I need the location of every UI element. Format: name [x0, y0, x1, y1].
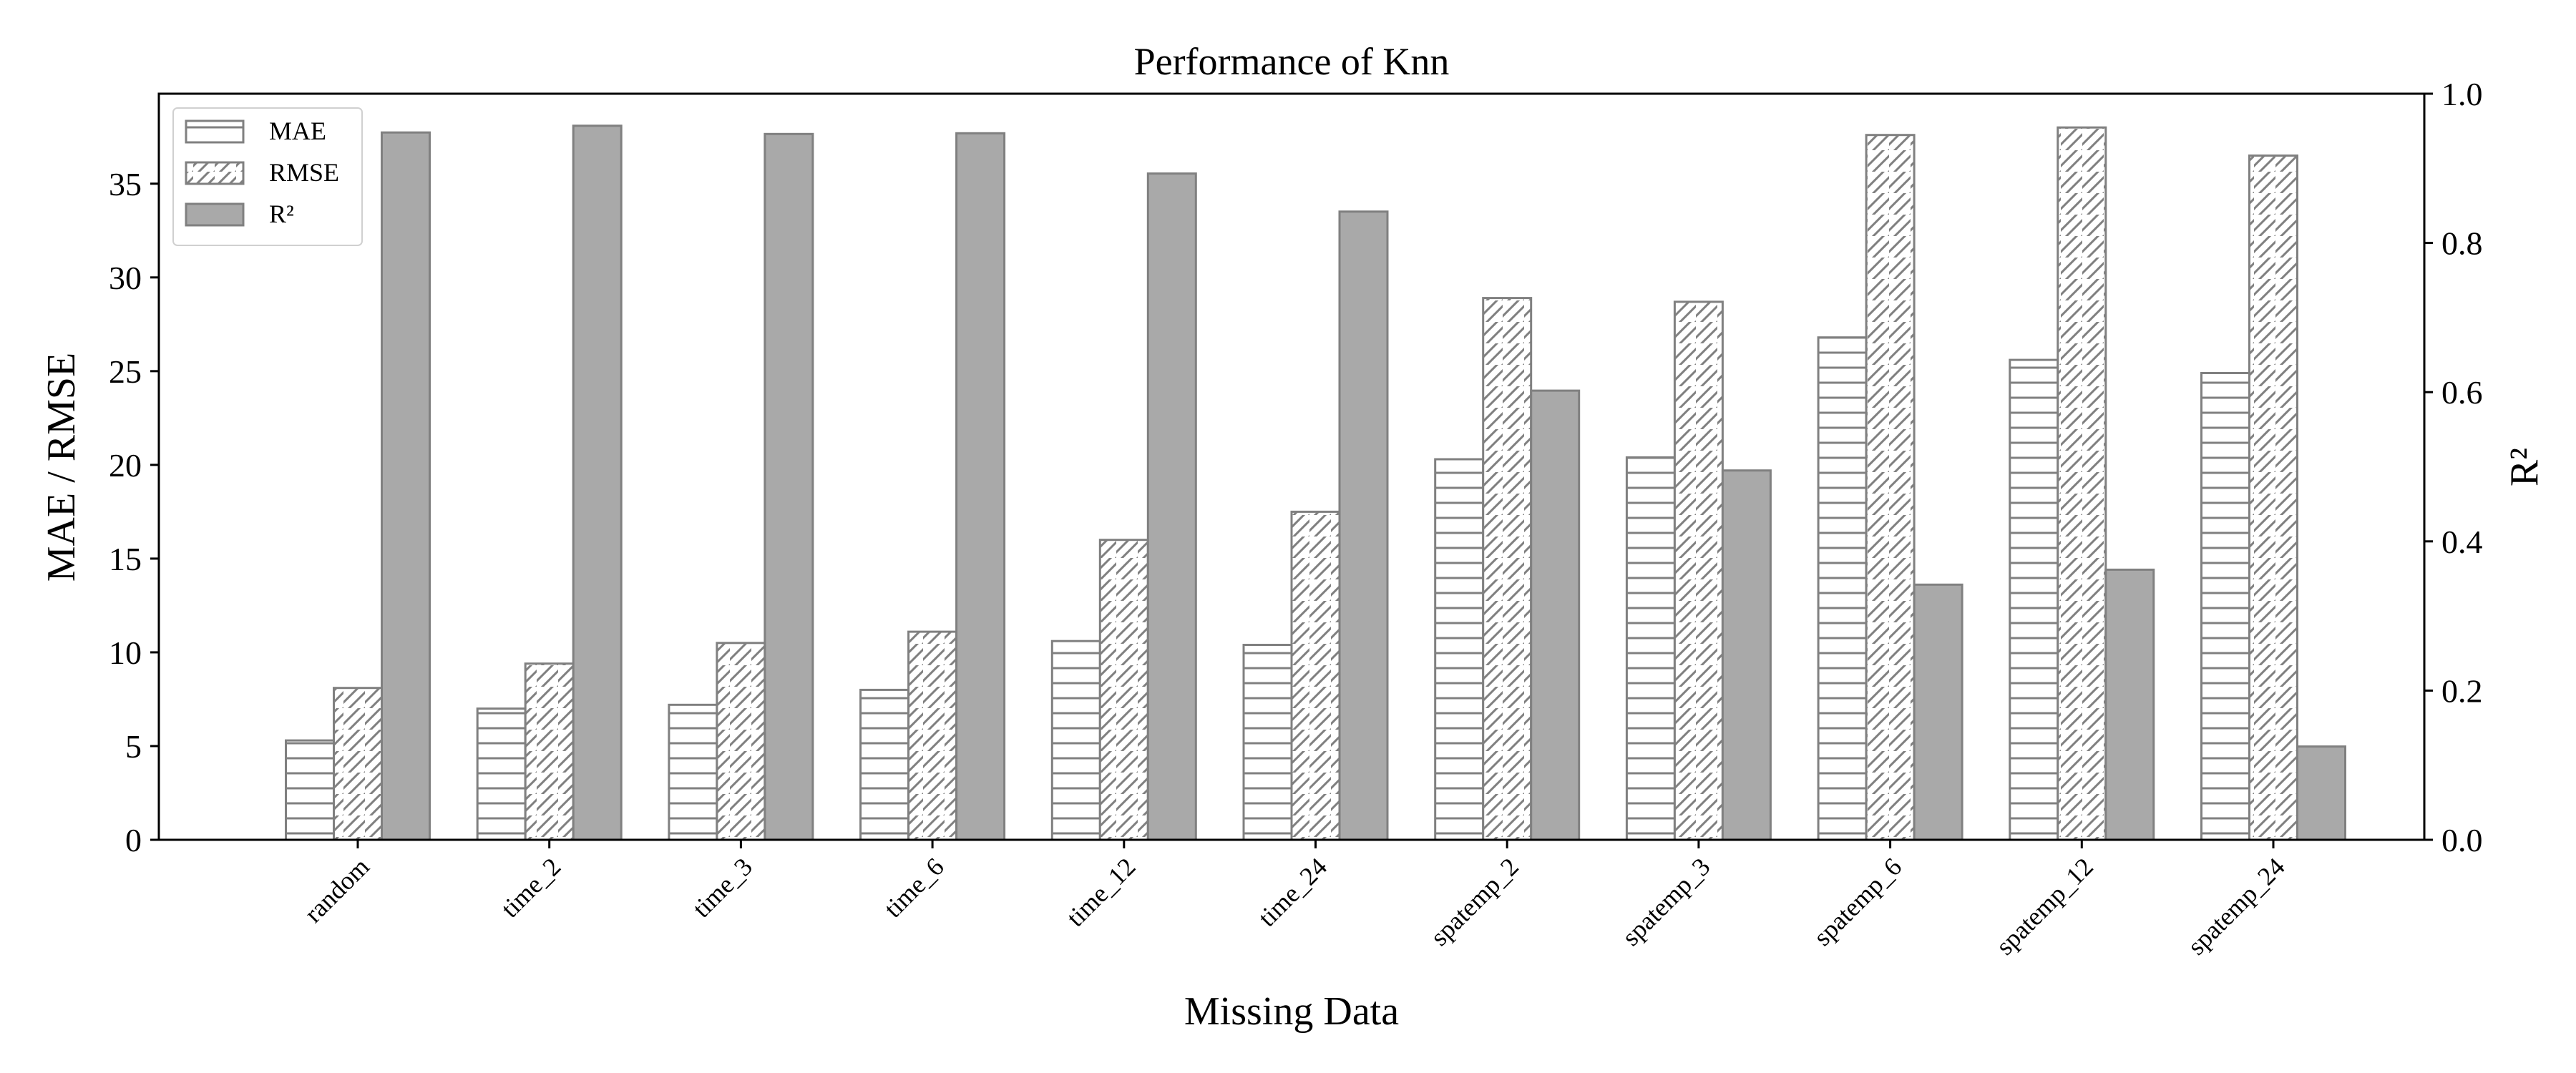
legend-swatch-mae — [185, 119, 245, 144]
bar-r2-time-6 — [955, 132, 1006, 841]
x-tick-label-time-24: time_24 — [1252, 852, 1332, 932]
bar-r2-time-24 — [1338, 210, 1389, 841]
x-tick-label-spatemp-12: spatemp_12 — [1991, 852, 2099, 960]
y-left-tick-label-5: 5 — [125, 728, 142, 765]
bar-r2-time-3 — [763, 132, 814, 841]
x-tick-label-spatemp-6: spatemp_6 — [1808, 852, 1908, 951]
x-tick-label-time-12: time_12 — [1061, 852, 1141, 932]
bar-rmse-spatemp-3 — [1673, 300, 1724, 841]
legend-label-r2: R² — [269, 200, 294, 228]
x-axis-title: Missing Data — [1184, 989, 1399, 1034]
x-tick-label-random: random — [299, 852, 375, 928]
y-right-tick-label-0.2: 0.2 — [2441, 672, 2483, 709]
bar-r2-random — [381, 131, 431, 841]
bar-mae-spatemp-3 — [1625, 456, 1676, 841]
bar-rmse-time-2 — [524, 662, 575, 841]
bar-rmse-time-12 — [1098, 539, 1149, 841]
x-tick-label-spatemp-24: spatemp_24 — [2182, 852, 2290, 960]
y-right-tick-label-0.0: 0.0 — [2441, 822, 2483, 858]
x-tick-label-spatemp-2: spatemp_2 — [1425, 852, 1524, 951]
y-left-tick-label-10: 10 — [109, 635, 142, 671]
bar-rmse-time-24 — [1290, 510, 1341, 841]
x-tick-label-time-3: time_3 — [687, 852, 758, 923]
y-left-tick-label-25: 25 — [109, 353, 142, 390]
bar-r2-time-2 — [572, 124, 623, 841]
bar-rmse-spatemp-2 — [1482, 297, 1533, 841]
bar-mae-spatemp-6 — [1817, 336, 1868, 841]
y-right-tick-label-0.4: 0.4 — [2441, 524, 2483, 560]
legend-label-mae: MAE — [269, 117, 326, 145]
legend-swatch-rmse — [185, 161, 245, 185]
bar-mae-spatemp-2 — [1434, 458, 1485, 841]
chart-title: Performance of Knn — [1134, 40, 1450, 83]
y-left-tick-label-15: 15 — [109, 541, 142, 577]
legend-swatch-r2 — [185, 202, 245, 227]
y-right-tick-label-1.0: 1.0 — [2441, 76, 2483, 112]
bar-r2-spatemp-2 — [1530, 389, 1581, 841]
bar-rmse-time-6 — [907, 630, 958, 841]
bar-r2-spatemp-3 — [1721, 469, 1772, 841]
legend: MAE RMSE R² — [172, 107, 363, 246]
y-left-tick-label-30: 30 — [109, 260, 142, 296]
bar-mae-spatemp-12 — [2009, 358, 2059, 841]
x-tick-label-spatemp-3: spatemp_3 — [1616, 852, 1716, 951]
y-right-tick-label-0.6: 0.6 — [2441, 374, 2483, 411]
bar-r2-spatemp-24 — [2296, 745, 2346, 841]
bar-mae-time-12 — [1050, 640, 1101, 841]
y-axis-left-title: MAE / RMSE — [39, 353, 84, 582]
bar-r2-spatemp-12 — [2104, 568, 2155, 841]
bar-mae-time-2 — [476, 707, 527, 841]
y-left-tick-label-0: 0 — [125, 822, 142, 858]
bar-rmse-spatemp-12 — [2057, 126, 2107, 841]
bar-mae-time-24 — [1242, 644, 1293, 841]
legend-label-rmse: RMSE — [269, 158, 339, 187]
bar-mae-time-3 — [668, 703, 718, 841]
bar-mae-random — [285, 739, 335, 841]
bar-mae-time-6 — [859, 688, 910, 841]
bar-rmse-time-3 — [716, 642, 766, 841]
y-left-tick-label-20: 20 — [109, 447, 142, 484]
bar-rmse-spatemp-24 — [2248, 155, 2298, 841]
bar-r2-time-12 — [1146, 172, 1197, 841]
plot-frame — [157, 92, 2426, 841]
bar-rmse-spatemp-6 — [1865, 134, 1916, 841]
x-tick-label-time-2: time_2 — [495, 852, 566, 923]
y-left-tick-label-35: 35 — [109, 166, 142, 202]
bars-layer — [285, 124, 2346, 841]
bar-r2-spatemp-6 — [1913, 583, 1963, 841]
y-right-tick-label-0.8: 0.8 — [2441, 225, 2483, 262]
y-axis-right-title: R² — [2502, 448, 2547, 486]
bar-rmse-random — [333, 687, 383, 841]
bar-mae-spatemp-24 — [2200, 372, 2250, 841]
x-tick-label-time-6: time_6 — [879, 852, 950, 923]
